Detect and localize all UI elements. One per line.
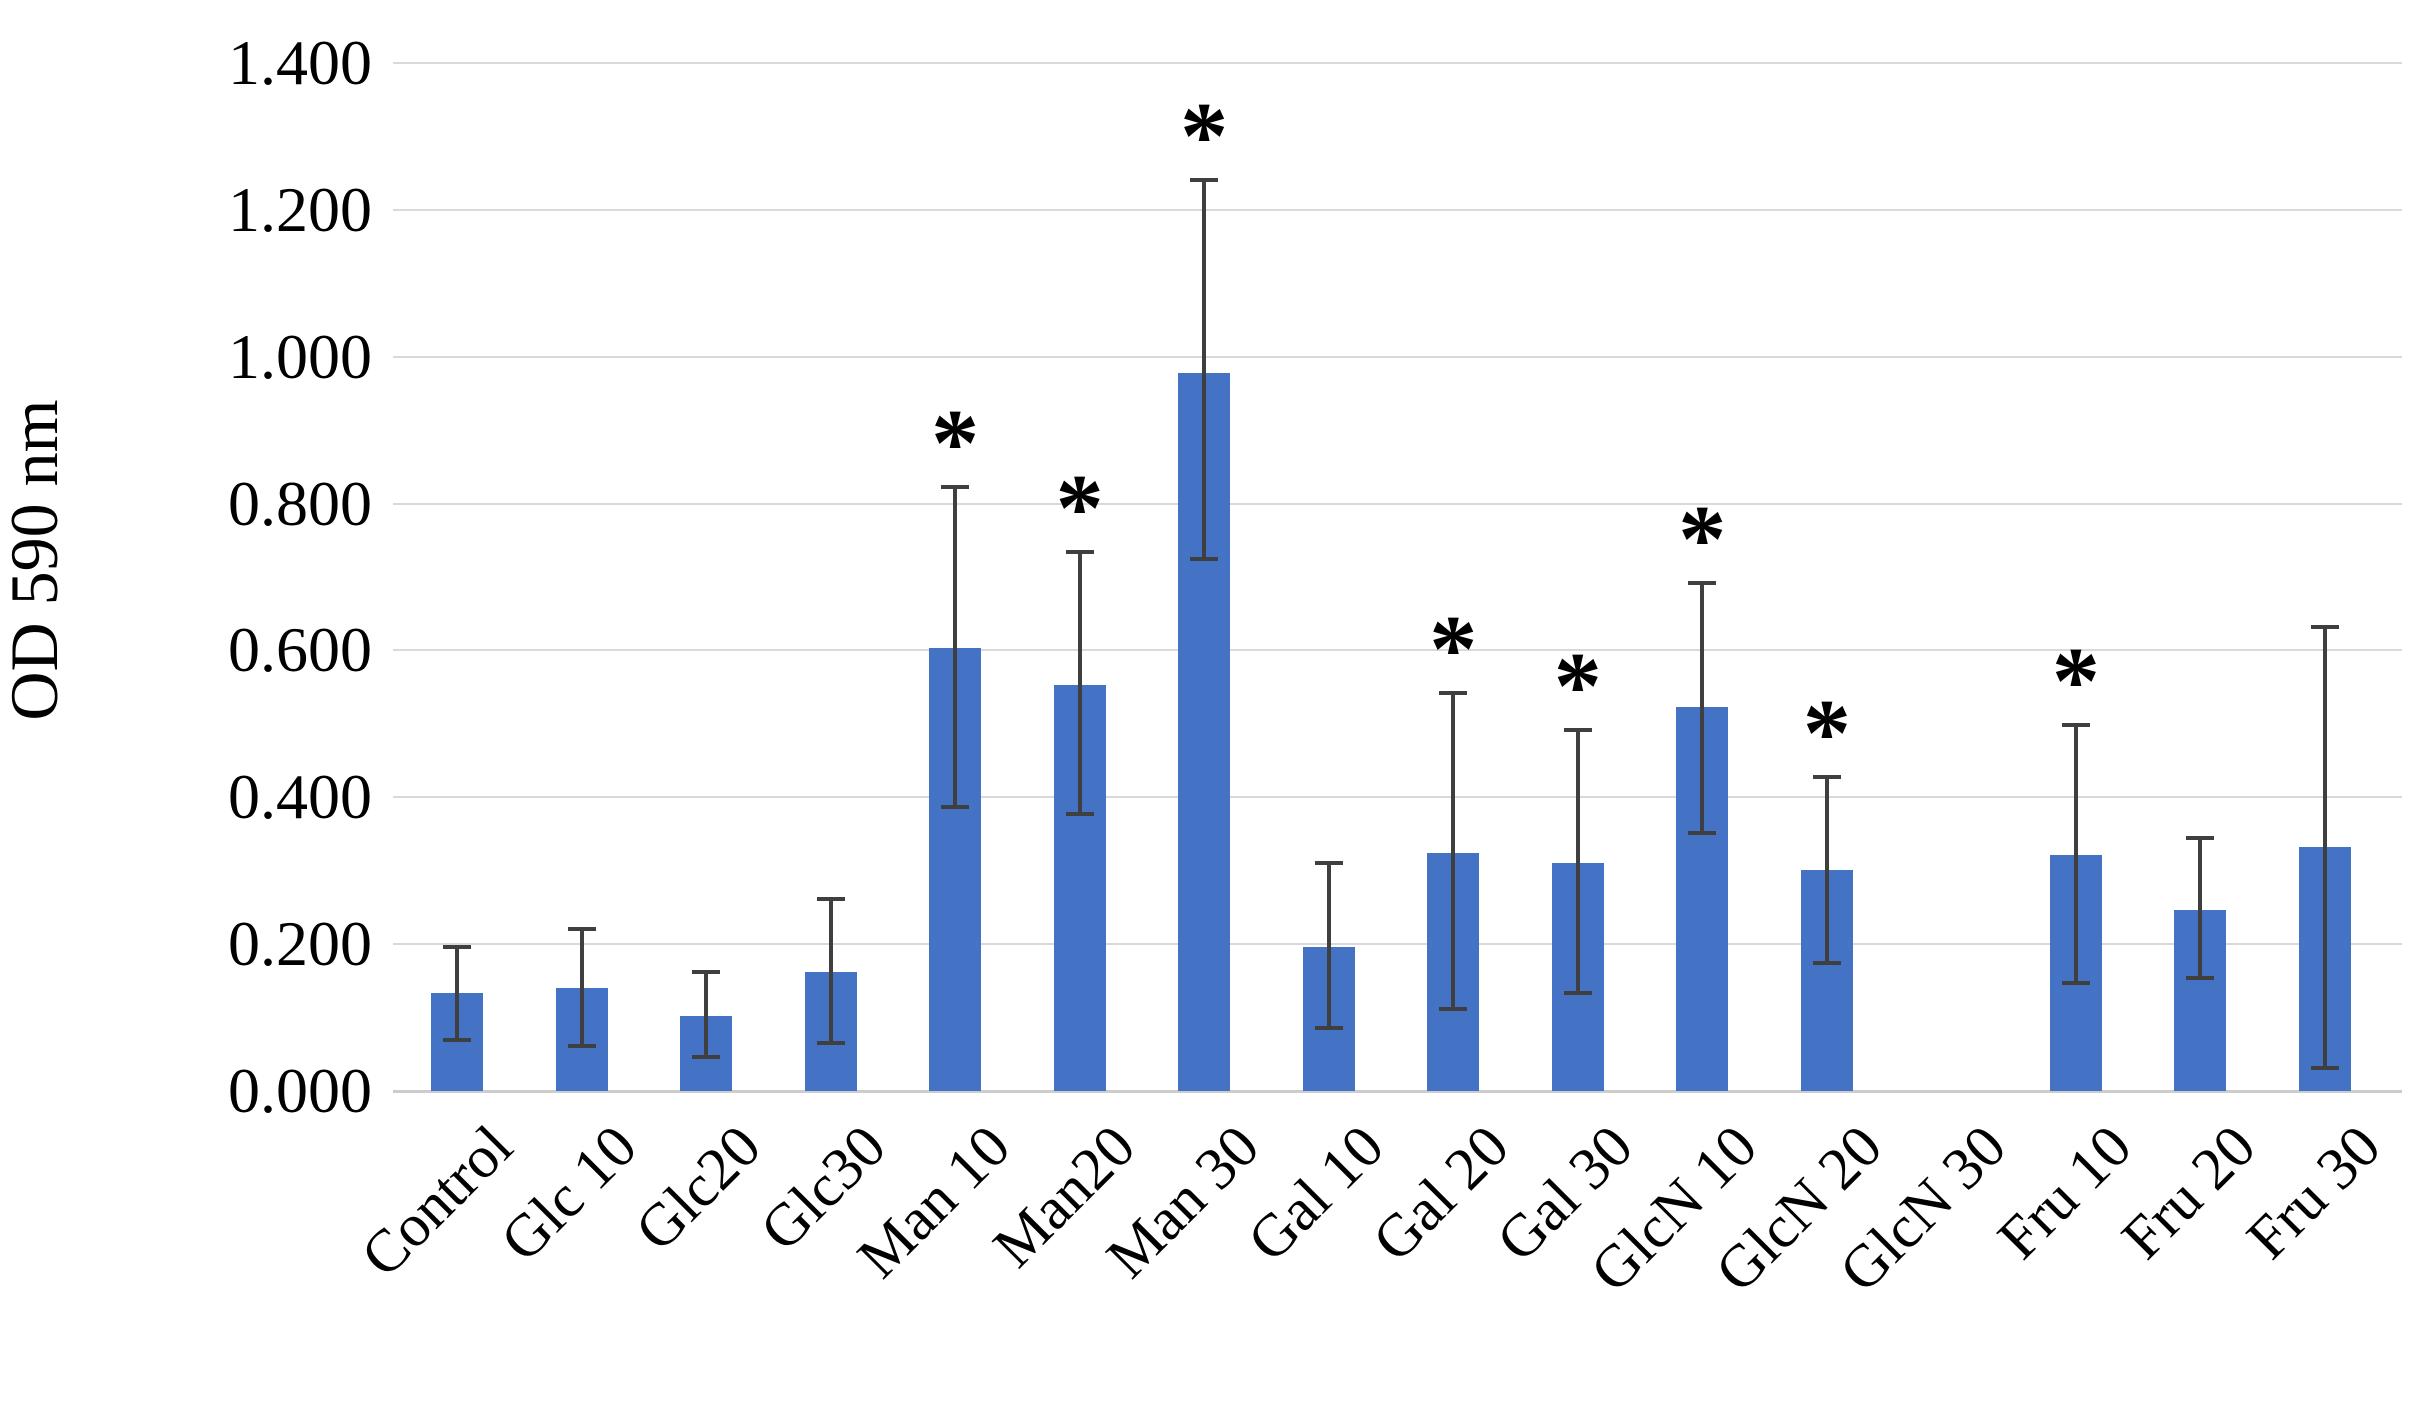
x-tick-label: Glc20: [623, 1112, 774, 1264]
error-bar: [2073, 725, 2078, 984]
y-tick-label: 0.800: [228, 467, 372, 539]
error-bar-top-cap: [1314, 861, 1343, 866]
error-bar-bottom-cap: [1688, 830, 1717, 835]
error-bar: [828, 898, 833, 1044]
error-bar: [704, 972, 709, 1058]
error-bar-bottom-cap: [443, 1038, 471, 1043]
error-bar-bottom-cap: [2061, 981, 2090, 986]
y-tick-label: 0.000: [228, 1055, 372, 1126]
significance-asterisk: *: [2051, 627, 2100, 735]
error-bar: [1077, 552, 1082, 815]
error-bar-bottom-cap: [1563, 990, 1592, 995]
error-bar-top-cap: [2310, 624, 2339, 629]
error-bar-top-cap: [1439, 691, 1468, 695]
gridline: [393, 61, 2402, 64]
significance-asterisk: *: [1678, 485, 1727, 593]
error-bar-top-cap: [1190, 177, 1219, 182]
error-bar-bottom-cap: [1190, 557, 1219, 562]
y-tick-label: 0.400: [228, 761, 372, 833]
error-bar-top-cap: [816, 896, 845, 901]
error-bar-bottom-cap: [567, 1044, 596, 1049]
error-bar-bottom-cap: [692, 1055, 721, 1060]
error-bar-top-cap: [443, 945, 471, 950]
error-bar-bottom-cap: [1812, 961, 1841, 966]
error-bar-bottom-cap: [816, 1041, 845, 1046]
y-tick-label: 0.600: [228, 614, 372, 686]
error-bar: [1326, 863, 1331, 1028]
x-tick-label: Control: [348, 1112, 525, 1290]
y-tick-label: 1.400: [228, 26, 372, 98]
error-bar-bottom-cap: [2310, 1066, 2339, 1071]
error-bar-bottom-cap: [1439, 1007, 1468, 1012]
error-bar-top-cap: [941, 485, 970, 490]
error-bar-top-cap: [1812, 774, 1841, 779]
x-axis-line: [393, 1090, 2402, 1093]
significance-asterisk: *: [1180, 82, 1229, 190]
y-tick-label: 0.200: [228, 908, 372, 980]
error-bar: [455, 947, 459, 1041]
x-tick-label: Gal 20: [1359, 1112, 1521, 1274]
error-bar-top-cap: [1065, 550, 1094, 555]
error-bar-top-cap: [1563, 727, 1592, 732]
gridline: [393, 355, 2402, 358]
error-bar-top-cap: [2061, 723, 2090, 728]
error-bar: [2198, 838, 2203, 978]
error-bar-bottom-cap: [941, 804, 970, 809]
error-bar-bottom-cap: [1065, 812, 1094, 817]
gridline: [393, 502, 2402, 505]
error-bar: [2322, 626, 2327, 1069]
x-tick-label: Fru 20: [2109, 1112, 2268, 1272]
gridline: [393, 208, 2402, 211]
gridline: [393, 796, 2402, 799]
significance-asterisk: *: [1802, 679, 1851, 787]
x-tick-label: Glc 10: [487, 1112, 649, 1274]
error-bar-bottom-cap: [2186, 975, 2215, 980]
significance-asterisk: *: [1553, 632, 1602, 740]
error-bar: [1575, 729, 1580, 993]
error-bar-top-cap: [567, 926, 596, 931]
significance-asterisk: *: [1055, 454, 1104, 562]
gridline: [393, 649, 2402, 652]
significance-asterisk: *: [931, 389, 980, 497]
x-tick-label: Gal 10: [1235, 1112, 1397, 1274]
error-bar-bottom-cap: [1314, 1025, 1343, 1030]
error-bar: [579, 928, 584, 1047]
significance-asterisk: *: [1429, 595, 1478, 703]
error-bar-top-cap: [1688, 580, 1717, 585]
y-tick-label: 1.000: [228, 320, 372, 392]
error-bar: [1700, 582, 1705, 833]
y-tick-label: 1.200: [228, 173, 372, 245]
error-bar-top-cap: [2186, 836, 2215, 841]
error-bar: [953, 487, 958, 807]
error-bar: [1451, 693, 1456, 1010]
error-bar: [1202, 179, 1207, 560]
error-bar-top-cap: [692, 970, 721, 975]
x-tick-label: Fru 10: [1984, 1112, 2144, 1272]
error-bar: [1824, 776, 1829, 964]
gridline: [393, 943, 2402, 946]
x-tick-label: Fru 30: [2233, 1112, 2393, 1272]
